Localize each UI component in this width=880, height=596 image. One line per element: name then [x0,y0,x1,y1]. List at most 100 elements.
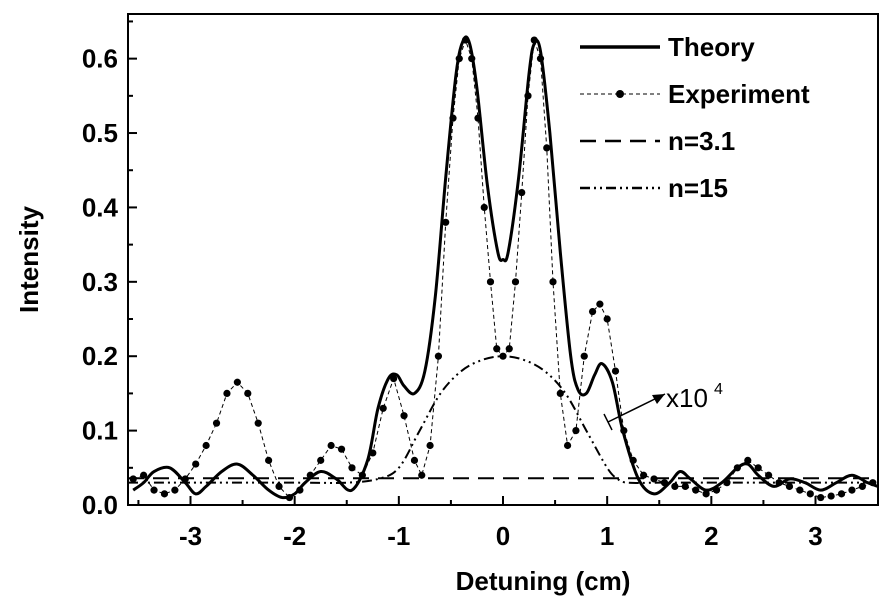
data-point [629,456,637,464]
legend-entry: Experiment [580,79,810,109]
series-experiment [129,36,877,502]
data-point [202,441,210,450]
data-point [418,471,426,479]
data-point [442,218,450,226]
y-axis: 0.0 0.1 0.2 0.3 0.4 0.5 0.6 [82,20,137,520]
data-point [530,36,538,44]
data-point [827,492,835,500]
legend-label: n=3.1 [668,126,735,156]
series-line [128,355,878,484]
data-point [549,278,557,286]
data-point [212,419,221,427]
data-point [511,278,520,286]
data-point [543,144,551,152]
data-point [265,456,273,464]
y-tick-label: 0.5 [82,118,118,148]
data-point [480,203,488,212]
data-point [536,55,545,63]
data-point [410,456,419,464]
data-point [733,464,741,472]
data-point [692,486,700,494]
annotation-superscript: 4 [714,381,723,398]
data-point [337,445,346,453]
legend: Theory Experiment n=3.1 n=15 [580,32,810,203]
data-point [171,486,179,494]
x-tick-label: 1 [600,521,614,551]
data-point [192,460,200,468]
y-tick-label: 0.6 [82,44,118,74]
data-point [468,55,476,63]
data-point [775,479,783,487]
legend-label: Experiment [668,79,810,109]
x-tick-label: 2 [704,521,718,551]
series-n-15 [128,355,878,484]
y-tick-label: 0.4 [82,192,119,222]
data-point [848,486,856,494]
data-point [160,490,169,498]
data-point [379,404,387,412]
data-point [400,412,408,420]
y-tick-label: 0.1 [82,416,118,446]
data-point [806,490,814,498]
data-point [327,441,335,450]
data-point [556,389,564,398]
data-point [712,486,721,494]
series-layer [128,35,878,502]
data-point [754,464,762,472]
data-point [306,471,314,479]
data-point [233,378,241,386]
y-axis-title: Intensity [14,206,44,313]
data-point [317,456,325,464]
data-point [254,419,262,427]
arrow-tail-bar [603,413,613,431]
data-point [486,278,495,286]
legend-entry: Theory [580,32,755,62]
series-line [133,39,873,499]
data-point [620,427,628,435]
data-point [474,114,482,122]
data-point [580,352,588,360]
x-axis-title: Detuning (cm) [456,566,631,596]
y-tick-label: 0.0 [82,490,118,520]
y-tick-label: 0.3 [82,267,118,297]
legend-entry: n=3.1 [580,126,735,156]
data-point [390,374,398,383]
data-point [603,315,611,323]
data-point [455,55,463,63]
x-axis: -3 -2 -1 0 1 2 3 [137,496,823,551]
data-point [524,92,532,100]
data-point [744,456,752,464]
data-point [285,493,294,502]
data-point [505,345,513,353]
data-point [223,389,231,398]
data-point [596,300,604,308]
x-tick-label: 0 [496,521,510,551]
data-point [461,36,470,44]
data-point [244,389,252,398]
annotation-layer: x10 4 [603,381,723,431]
legend-entry: n=15 [580,173,728,203]
data-point [785,482,794,491]
data-point [434,352,443,360]
legend-marker [616,90,624,98]
data-point [499,352,507,360]
x-tick-label: -1 [387,521,410,551]
data-point [449,114,457,122]
data-point [275,482,283,491]
data-point [796,486,804,494]
data-point [702,490,710,498]
data-point [611,367,620,375]
data-point [369,449,377,457]
data-point [640,471,648,479]
data-point [348,464,356,472]
data-point [426,441,434,450]
data-point [671,482,679,491]
data-point [493,345,501,353]
legend-label: n=15 [668,173,728,203]
data-point [572,427,580,435]
data-point [765,471,773,479]
data-point [150,486,158,494]
x-tick-label: 3 [808,521,822,551]
y-tick-label: 0.2 [82,341,118,371]
